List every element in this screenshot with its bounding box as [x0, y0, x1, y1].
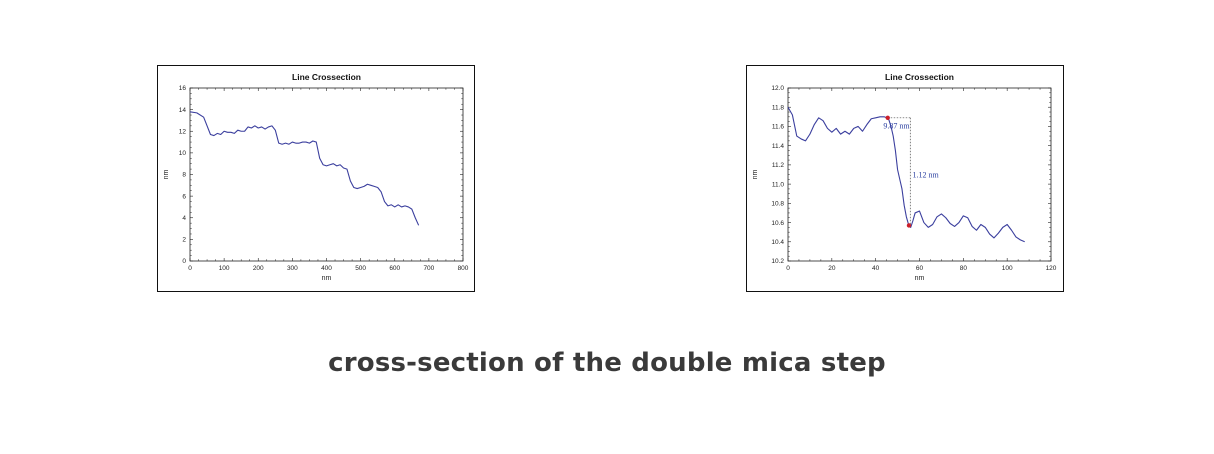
y-axis-label: nm — [163, 169, 170, 179]
y-tick-label: 11.8 — [772, 104, 785, 111]
step-marker-top — [885, 115, 890, 120]
y-tick-label: 6 — [182, 193, 186, 200]
x-tick-label: 0 — [786, 265, 790, 272]
annotation-step-height: 1.12 nm — [912, 170, 939, 179]
y-tick-label: 10.4 — [771, 239, 784, 246]
chart-title: Line Crossection — [885, 72, 954, 82]
x-tick-label: 20 — [828, 265, 836, 272]
chart-2-svg: Line Crossection 0 20 40 60 80 100 120 10.2 10.4 1… — [752, 72, 1057, 282]
y-tick-label: 16 — [179, 85, 187, 92]
y-tick-label: 12.0 — [771, 85, 784, 92]
x-tick-label: 60 — [916, 265, 924, 272]
x-axis-label: nm — [915, 275, 925, 282]
chart-line-crossection-step-detail: Line Crossection 0 20 40 60 80 100 120 10.2 10.4 1… — [746, 65, 1064, 292]
y-tick-label: 11.4 — [772, 143, 785, 150]
x-tick-label: 500 — [355, 265, 366, 272]
y-axis-label: nm — [752, 169, 759, 179]
y-tick-label: 12 — [179, 128, 187, 135]
x-tick-label: 700 — [423, 265, 434, 272]
x-tick-label: 400 — [321, 265, 332, 272]
x-tick-label: 300 — [287, 265, 298, 272]
plot-area — [189, 87, 464, 262]
y-tick-label: 14 — [179, 107, 187, 114]
y-tick-label: 11.2 — [772, 162, 785, 169]
annotation-distance: 9.87 nm — [883, 121, 910, 130]
y-tick-label: 10.6 — [771, 220, 784, 227]
x-tick-label: 100 — [219, 265, 230, 272]
y-tick-label: 11.6 — [772, 124, 785, 131]
step-marker-bottom — [906, 223, 912, 228]
x-tick-label: 0 — [188, 265, 192, 272]
x-tick-label: 120 — [1046, 265, 1057, 272]
figure-caption: cross-section of the double mica step — [328, 348, 886, 378]
x-tick-label: 600 — [389, 265, 400, 272]
x-axis-label: nm — [322, 275, 332, 282]
y-tick-label: 0 — [182, 258, 186, 265]
chart-line-crossection-overview: Line Crossection 0 100 200 300 400 500 600 700 80… — [157, 65, 475, 292]
y-tick-label: 10.8 — [771, 201, 784, 208]
x-tick-label: 80 — [960, 265, 968, 272]
series-line — [189, 111, 420, 226]
y-tick-label: 10.2 — [771, 258, 784, 265]
y-tick-label: 10 — [179, 150, 187, 157]
y-tick-label: 4 — [182, 215, 186, 222]
x-tick-label: 40 — [872, 265, 880, 272]
x-tick-label: 800 — [458, 265, 469, 272]
chart-title: Line Crossection — [292, 72, 361, 82]
x-tick-label: 200 — [253, 265, 264, 272]
y-tick-label: 11.0 — [772, 181, 785, 188]
y-tick-label: 2 — [182, 237, 186, 244]
series-line — [787, 106, 1025, 243]
y-tick-label: 8 — [182, 172, 186, 179]
x-tick-label: 100 — [1002, 265, 1013, 272]
